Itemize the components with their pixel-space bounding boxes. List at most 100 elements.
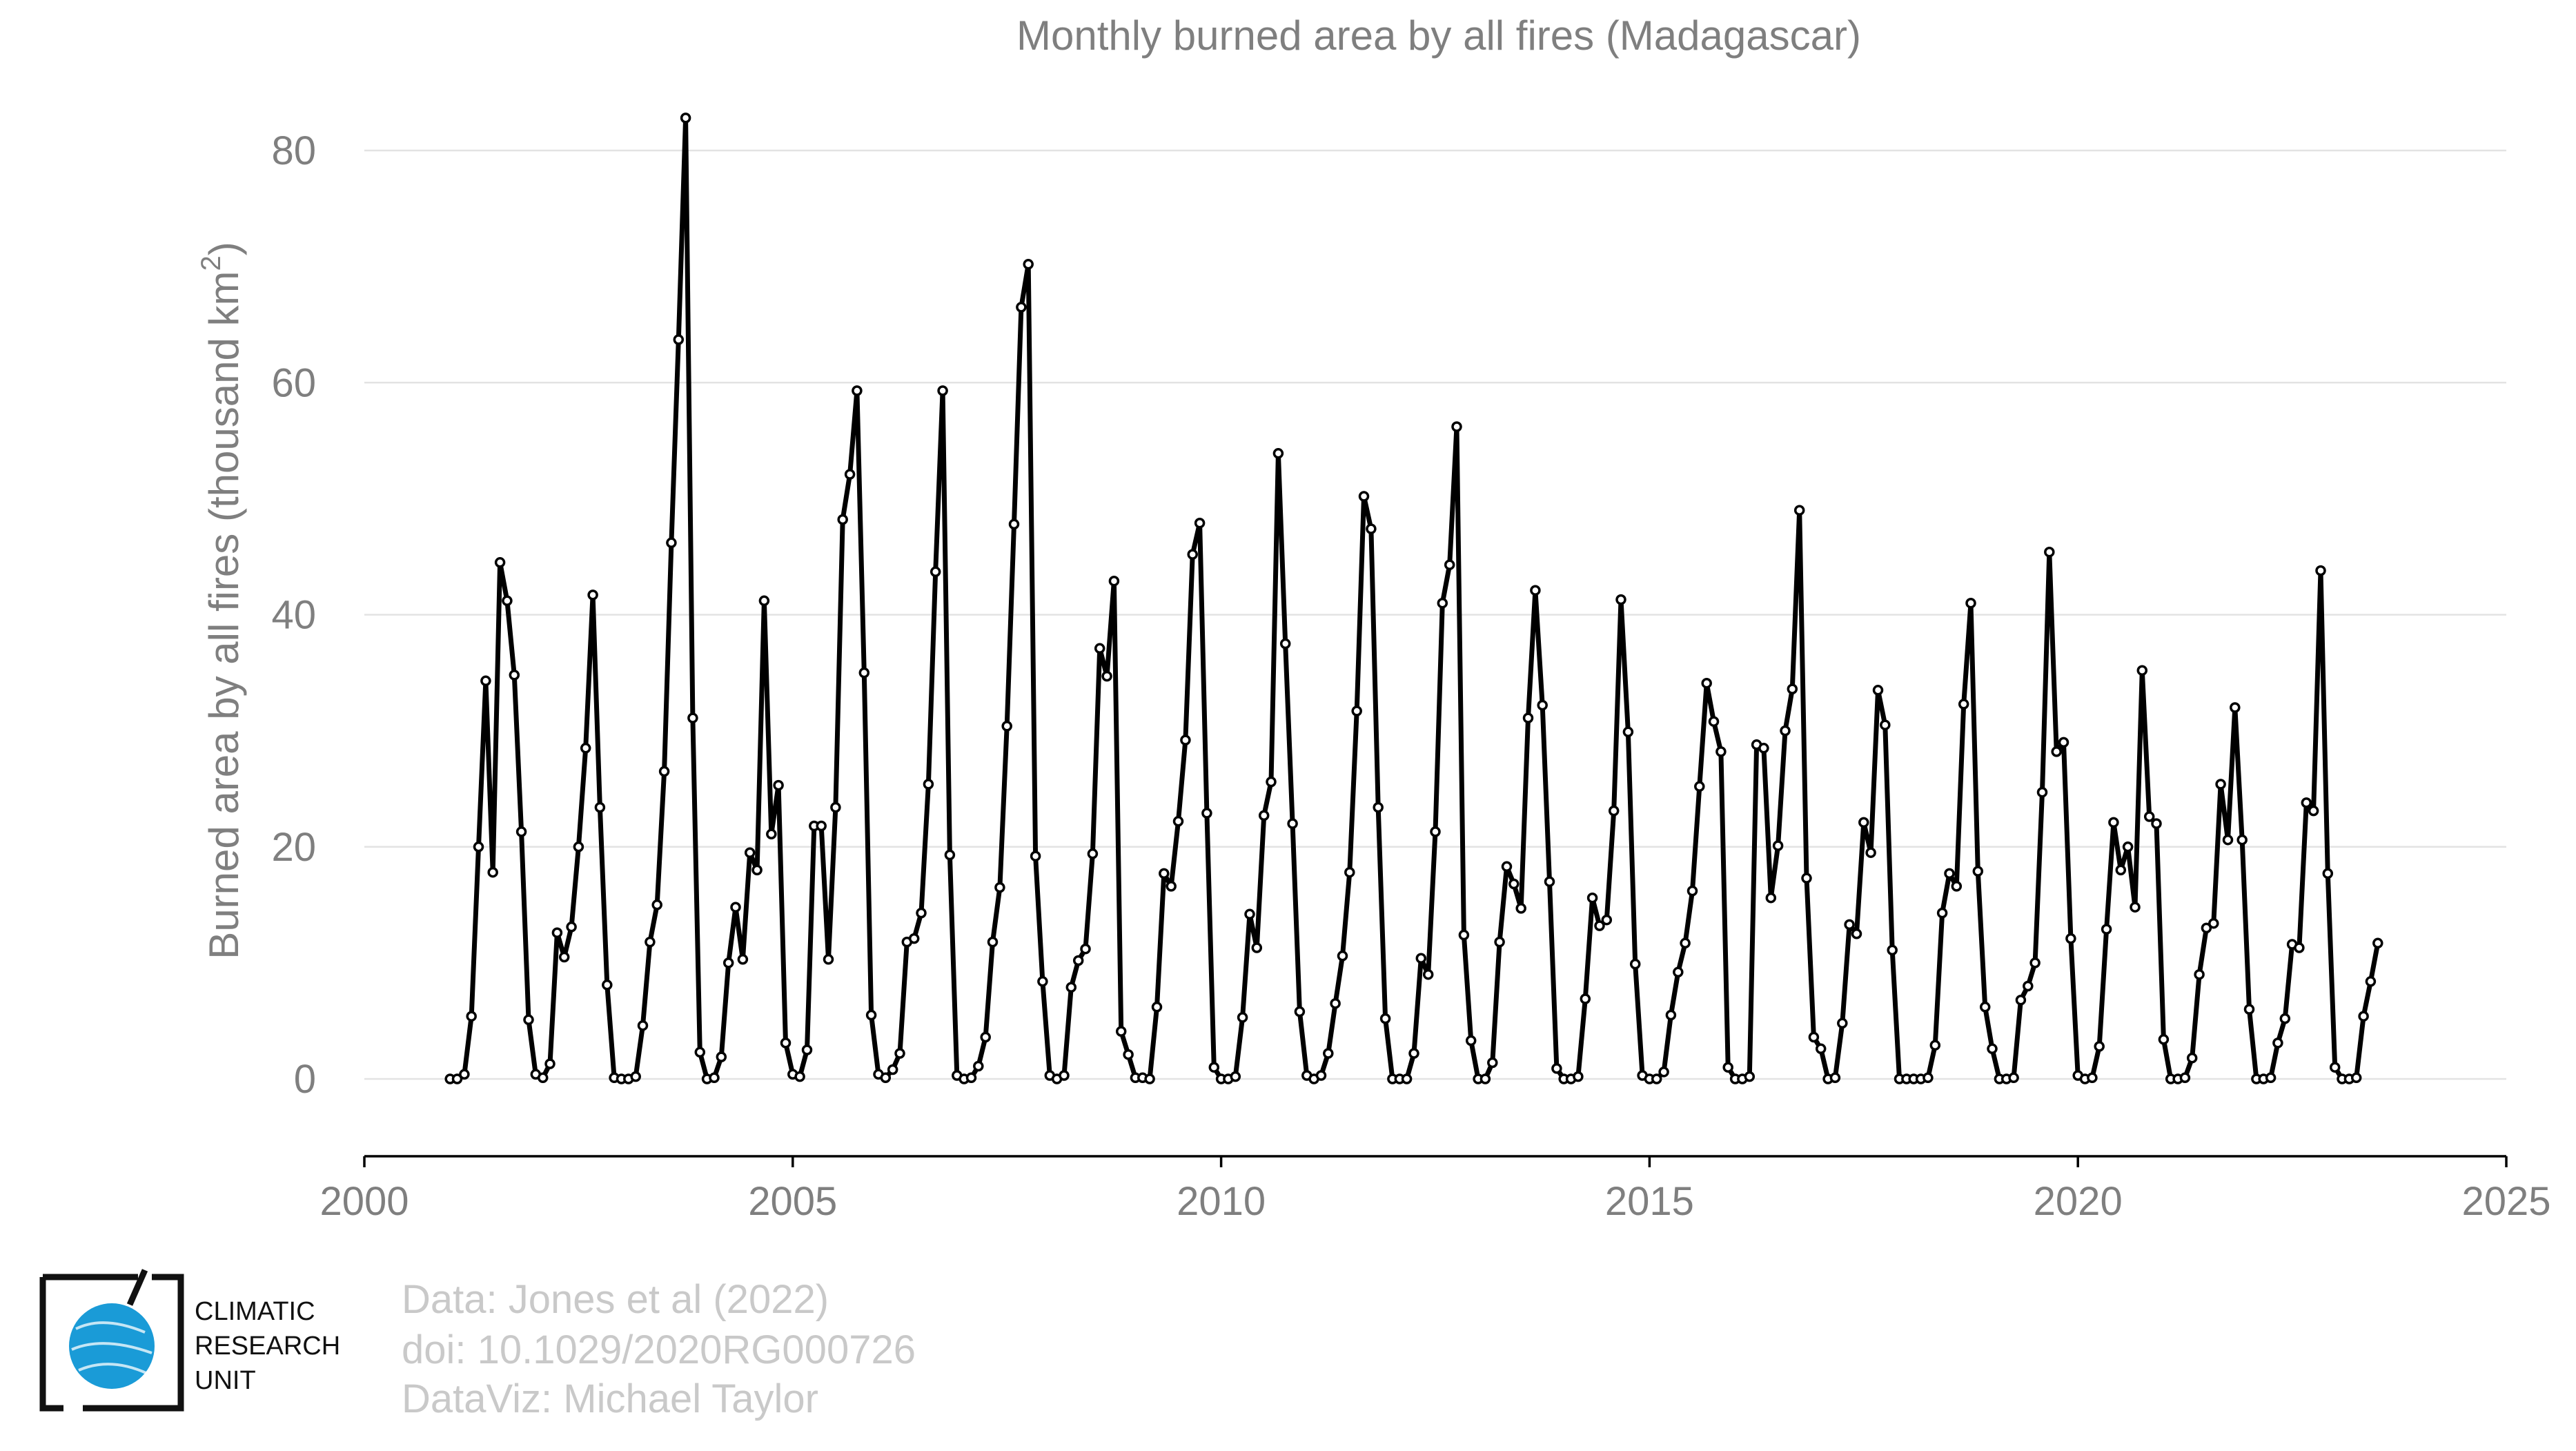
data-point [1772,840,1784,851]
data-point [2329,1062,2341,1073]
data-point [801,1044,813,1055]
data-point [1594,920,1605,931]
data-point [2051,746,2062,757]
data-point [722,957,734,968]
data-point [780,1038,792,1049]
data-point [1408,1048,1419,1059]
data-point [2322,868,2334,879]
data-point [1208,1062,1220,1073]
data-point [680,113,691,124]
data-point [2265,1072,2277,1084]
data-point [566,922,577,933]
data-point [1037,976,1048,987]
data-point [837,514,848,525]
data-point [459,1069,470,1080]
data-point [1023,259,1034,270]
series-line [447,115,2381,1082]
credit-dataviz: DataViz: Michael Taylor [402,1376,818,1421]
data-point [1401,1073,1413,1084]
data-point [2315,565,2326,576]
data-point [1944,868,1955,879]
data-point [1144,1073,1155,1084]
data-point [1680,937,1691,949]
x-tick-label-2025: 2025 [2461,1179,2550,1224]
data-point [1586,892,1598,904]
data-point [558,951,570,963]
x-tick-label-2000: 2000 [319,1179,409,1224]
data-point [502,595,513,607]
data-point [1379,1013,1391,1024]
data-point [1929,1040,1941,1051]
data-point [980,1031,991,1043]
data-point [1422,968,1434,980]
data-point [2372,937,2383,949]
data-point [451,1073,463,1084]
data-point [544,1058,555,1069]
data-point [2158,1034,2170,1045]
data-point [1494,936,1505,948]
data-point [2230,702,2241,713]
data-point [2015,994,2027,1006]
data-point [1487,1057,1498,1069]
data-point [1201,808,1212,819]
data-point [1615,594,1626,605]
data-point [1294,1006,1306,1017]
data-point [1030,850,1041,861]
x-tick-label-2015: 2015 [1605,1179,1694,1224]
data-point [1780,725,1791,737]
data-point [2194,968,2205,980]
data-point [923,779,934,790]
data-point [2243,1004,2255,1015]
logo-slash [126,1269,148,1306]
x-axis: 2000 2005 2010 2015 2020 2025 [319,1155,2551,1224]
data-point [2151,818,2162,829]
data-point [1923,1072,1934,1084]
data-point [2179,1072,2191,1084]
data-point [1080,943,1091,955]
data-point [1501,861,1513,873]
credit-data-source: Data: Jones et al (2022) [402,1277,829,1322]
data-point [1658,1067,1669,1078]
data-point [2023,980,2034,992]
data-point [658,766,670,777]
data-point [973,1060,984,1072]
y-tick-label-80: 80 [271,128,316,173]
data-point [1115,1026,1127,1037]
data-point [1887,944,1898,956]
data-point [2308,805,2319,817]
y-axis-label-close: ) [201,242,247,255]
data-point [730,902,741,913]
data-point [694,1046,706,1058]
data-point [1965,597,1976,609]
data-point [523,1014,534,1026]
chart-title: Monthly burned area by all fires (Madaga… [1016,12,1861,59]
data-point [487,866,498,878]
data-point [937,385,948,396]
data-point [1701,677,1712,689]
data-point [1530,585,1541,596]
data-point [1851,928,1862,939]
data-point [1694,781,1705,792]
y-tick-label-40: 40 [271,593,316,638]
x-tick-label-2010: 2010 [1177,1179,1266,1224]
data-point [1059,1070,1070,1081]
data-point [551,927,563,938]
data-point [1479,1073,1491,1084]
data-point [894,1048,905,1059]
data-point [1258,810,1270,821]
data-point [573,841,584,853]
y-axis-label-superscript: 2 [196,255,226,271]
data-point [1266,776,1277,788]
data-point [1330,997,1341,1009]
data-point [1787,683,1798,694]
series-points [444,113,2383,1084]
data-point [1108,575,1120,587]
data-point [2122,841,2134,853]
data-point [2358,1011,2369,1022]
y-tick-label-0: 0 [294,1057,316,1102]
data-point [965,1072,977,1084]
data-point [1665,1009,1677,1021]
data-point [2008,1072,2019,1084]
data-point [1279,638,1291,650]
data-point [744,847,756,858]
